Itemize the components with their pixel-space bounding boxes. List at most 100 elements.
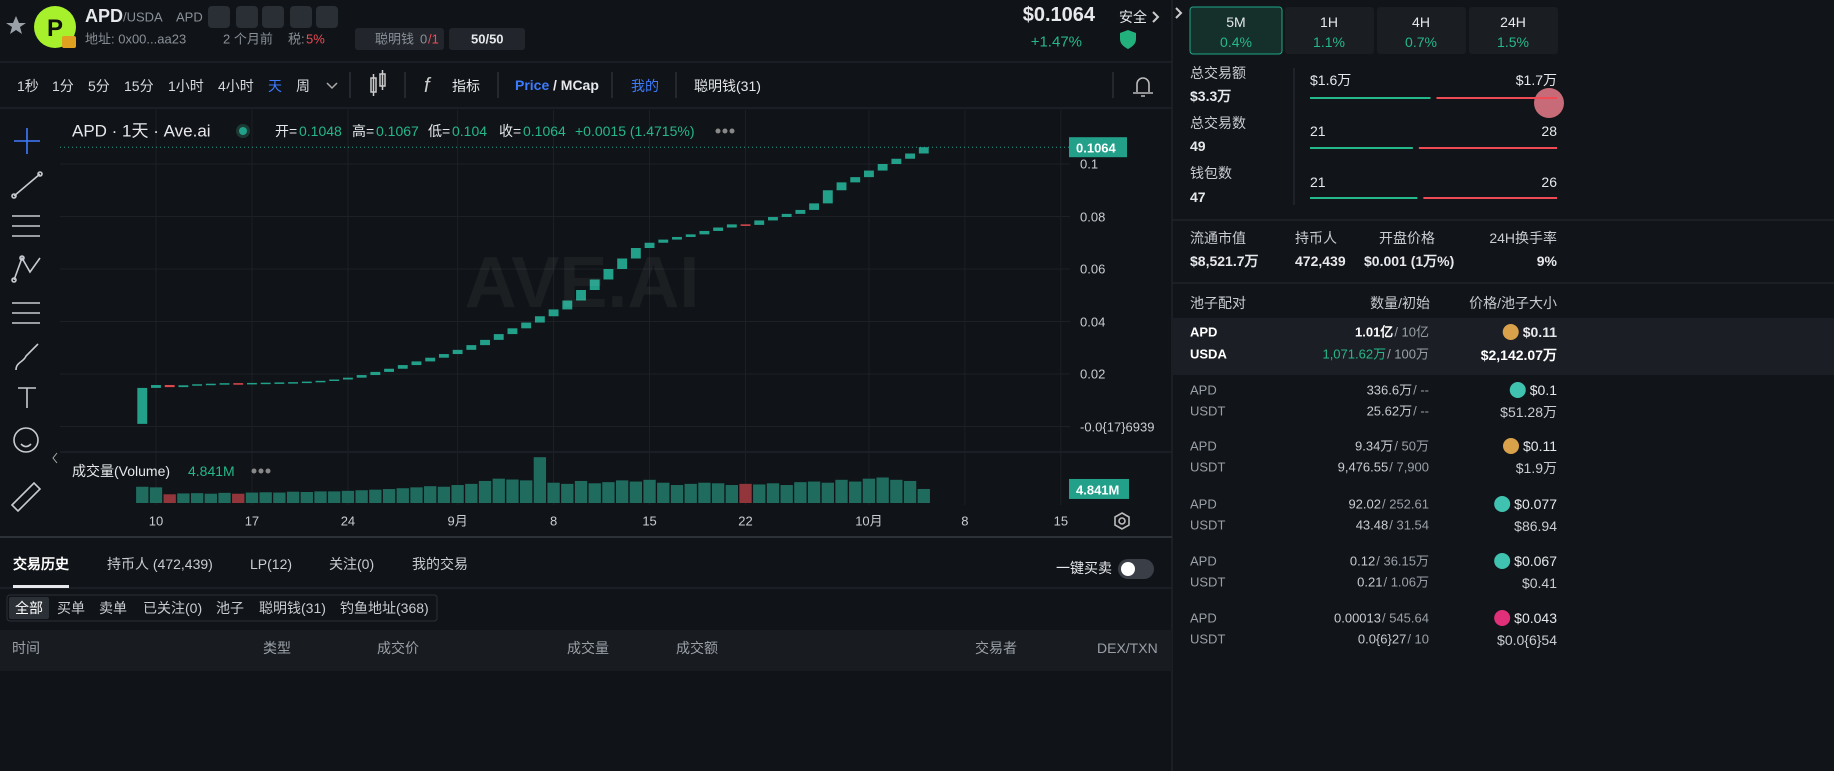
label[interactable]: 5M [1226, 14, 1246, 30]
candle [205, 383, 216, 386]
label: 25.62万 [1366, 403, 1413, 419]
icon-btn[interactable] [316, 6, 338, 28]
label: $0.1 [1529, 382, 1557, 398]
fx-icon[interactable]: f [424, 75, 432, 97]
label[interactable]: 我的 [631, 78, 659, 94]
chart-title: APD · 1天 · Ave.ai [72, 121, 211, 141]
watermark: AVE.AI [464, 243, 700, 323]
volume-bar [629, 481, 643, 503]
label: 数量/初始 [1370, 295, 1430, 311]
label: 0.00013 [1334, 610, 1381, 626]
volume-bar [903, 480, 917, 503]
filter[interactable]: 卖单 [99, 600, 127, 616]
label: 26 [1541, 174, 1557, 190]
volume-bar [615, 480, 629, 503]
volume-bar [725, 485, 738, 503]
volume-bar [286, 491, 300, 503]
tab[interactable]: LP(12) [250, 556, 293, 572]
volume-bar [890, 479, 903, 503]
volume-bar [355, 490, 368, 503]
label[interactable]: 安全 [1119, 9, 1147, 25]
settings-icon[interactable] [1114, 512, 1130, 530]
y-tick-label: -0.0{17}6939 [1080, 419, 1155, 434]
tab[interactable]: 我的交易 [412, 556, 468, 572]
y-tick-label: 0.02 [1080, 366, 1106, 382]
label[interactable]: Price [515, 77, 550, 93]
label: 0 [420, 31, 428, 47]
label[interactable]: 一键买卖 [1056, 560, 1112, 576]
candle-icon[interactable] [370, 70, 386, 96]
interval[interactable]: 5分 [88, 78, 110, 94]
volume-bar [177, 493, 190, 503]
interval[interactable]: 15分 [124, 78, 154, 94]
label[interactable]: 1H [1320, 14, 1338, 30]
volume-bar [190, 493, 204, 503]
interval[interactable]: 周 [296, 78, 310, 94]
interval[interactable]: 4小时 [218, 78, 254, 94]
icon-btn[interactable] [208, 6, 230, 28]
candle [288, 382, 299, 384]
label[interactable]: 24H [1500, 14, 1526, 30]
filter[interactable]: 池子 [216, 600, 244, 616]
y-tick-label: 0.04 [1080, 314, 1106, 329]
candle [192, 384, 203, 386]
label[interactable]: 指标 [452, 78, 480, 94]
dex-icon [1494, 553, 1511, 569]
candle [576, 290, 586, 301]
candle [411, 361, 422, 366]
label: 4.841M [188, 463, 235, 479]
volume-bar [684, 483, 697, 503]
tab[interactable]: 持币人 (472,439) [107, 556, 213, 572]
filter[interactable]: 聪明钱(31) [259, 600, 326, 616]
drawing-tools[interactable] [10, 128, 43, 513]
timeframe-selected[interactable] [1189, 6, 1283, 55]
interval[interactable]: 1秒 [17, 78, 39, 94]
icon-btn[interactable] [290, 6, 312, 28]
candle [370, 371, 381, 376]
label: 472,439 [1295, 253, 1346, 269]
badge[interactable] [355, 28, 444, 50]
label: $0.043 [1514, 610, 1557, 626]
icon-btn[interactable] [236, 6, 258, 28]
volume-bar [794, 482, 807, 503]
chevron[interactable] [1152, 11, 1160, 23]
filter[interactable]: 钓鱼地址(368) [340, 600, 429, 616]
column-header: 交易者 [975, 640, 1017, 656]
avatar[interactable] [1534, 88, 1564, 118]
volume-bar [561, 483, 574, 503]
label: 开= [275, 123, 298, 139]
tab[interactable]: 交易历史 [13, 556, 69, 572]
badge[interactable] [449, 28, 525, 50]
label[interactable]: 50/50 [471, 31, 504, 47]
label[interactable]: 聪明钱 [375, 31, 415, 47]
label: / 36.15万 [1376, 553, 1429, 569]
label: APD [1190, 382, 1217, 398]
label[interactable]: / MCap [553, 77, 599, 93]
tab[interactable]: 关注(0) [329, 556, 375, 572]
label: 0.0{6}27 [1357, 631, 1407, 647]
filter[interactable]: 买单 [57, 600, 85, 616]
label[interactable]: 4H [1412, 14, 1430, 30]
bell-icon[interactable] [1133, 77, 1153, 97]
favorite-icon[interactable] [6, 16, 26, 34]
label: USDT [1190, 631, 1226, 647]
candle [877, 164, 888, 171]
candle [164, 385, 175, 388]
collapse[interactable] [1175, 7, 1183, 19]
volume-bar [711, 483, 725, 503]
dropdown[interactable] [326, 82, 338, 90]
dex-icon [1502, 324, 1519, 340]
label: USDT [1190, 459, 1226, 475]
filter[interactable]: 已关注(0) [143, 600, 203, 616]
volume-bar [300, 491, 313, 503]
icon-btn[interactable] [262, 6, 284, 28]
label[interactable]: 聪明钱(31) [694, 78, 761, 94]
interval[interactable]: 1分 [52, 78, 74, 94]
label: USDA [1190, 346, 1227, 362]
filter[interactable]: 全部 [15, 600, 43, 616]
interval[interactable]: 1小时 [168, 78, 204, 94]
interval[interactable]: 天 [268, 78, 282, 94]
volume-bar [574, 480, 588, 503]
collapse[interactable] [52, 452, 58, 464]
candle [754, 220, 765, 225]
